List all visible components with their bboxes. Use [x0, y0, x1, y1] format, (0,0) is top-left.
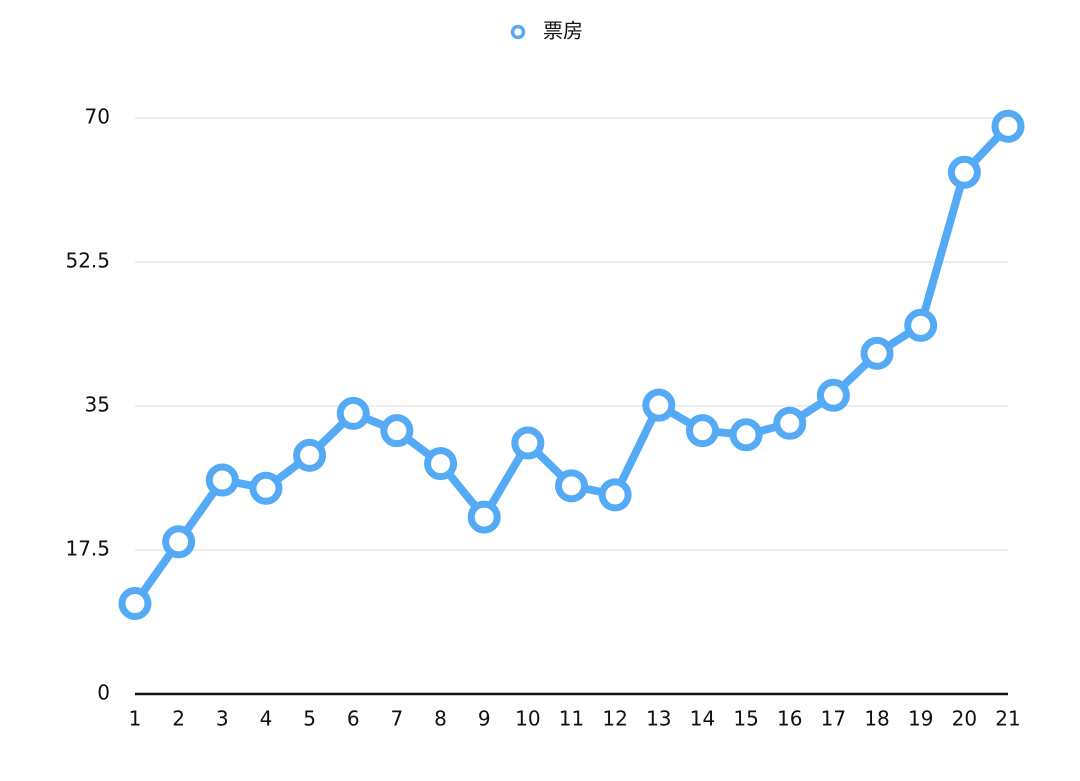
y-tick-label: 70 [85, 105, 110, 129]
data-point [424, 447, 458, 481]
data-point [162, 525, 196, 559]
data-point [249, 471, 283, 505]
y-tick-label: 52.5 [65, 249, 110, 273]
x-tick-label: 18 [864, 707, 889, 731]
data-point [947, 155, 981, 189]
data-point [118, 586, 152, 620]
data-point [991, 109, 1025, 143]
x-tick-label: 6 [347, 707, 360, 731]
x-tick-label: 14 [690, 707, 715, 731]
data-point [860, 336, 894, 370]
data-point [642, 388, 676, 422]
x-tick-label: 3 [216, 707, 229, 731]
y-tick-label: 35 [85, 393, 110, 417]
x-tick-label: 12 [602, 707, 627, 731]
data-point [467, 500, 501, 534]
x-tick-label: 5 [303, 707, 316, 731]
data-point [598, 478, 632, 512]
x-tick-label: 13 [646, 707, 671, 731]
x-tick-label: 2 [172, 707, 185, 731]
legend-label: 票房 [543, 19, 583, 43]
x-tick-label: 9 [478, 707, 491, 731]
y-tick-label: 0 [97, 681, 110, 705]
x-tick-label: 16 [777, 707, 802, 731]
x-tick-label: 15 [733, 707, 758, 731]
x-tick-label: 11 [559, 707, 584, 731]
x-tick-label: 7 [391, 707, 404, 731]
legend-marker [510, 24, 526, 40]
x-tick-label: 17 [821, 707, 846, 731]
data-point [904, 308, 938, 342]
x-tick-label: 19 [908, 707, 933, 731]
x-tick-label: 20 [952, 707, 977, 731]
data-point [511, 426, 545, 460]
x-tick-label: 21 [995, 707, 1020, 731]
data-point [773, 406, 807, 440]
data-point [685, 414, 719, 448]
x-tick-label: 8 [434, 707, 447, 731]
data-point [380, 414, 414, 448]
data-point [205, 463, 239, 497]
data-point [816, 378, 850, 412]
x-tick-label: 4 [260, 707, 273, 731]
y-tick-label: 17.5 [65, 537, 110, 561]
x-tick-label: 10 [515, 707, 540, 731]
data-point [336, 396, 370, 430]
data-point [555, 469, 588, 503]
data-point [729, 418, 763, 452]
data-point [293, 438, 327, 472]
x-tick-label: 1 [129, 707, 142, 731]
